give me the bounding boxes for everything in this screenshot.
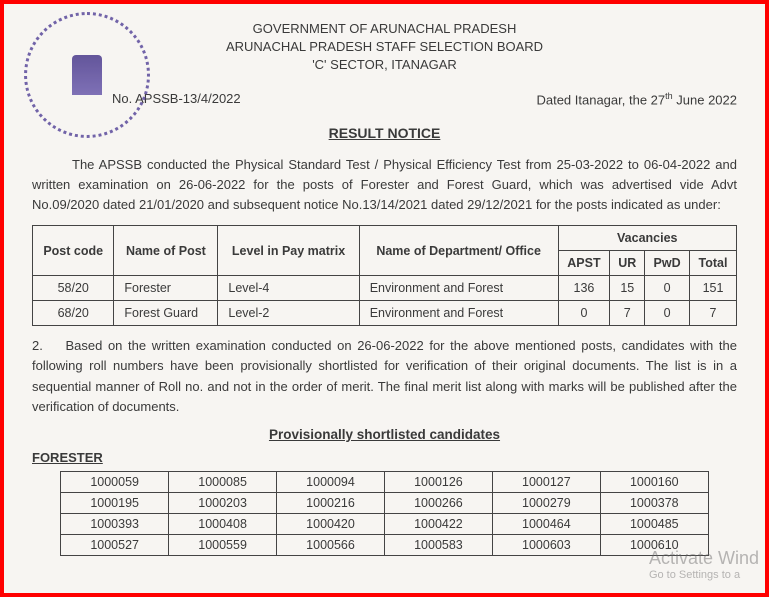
table-row: 68/20 Forest Guard Level-2 Environment a…: [33, 301, 737, 326]
col-name-of-post: Name of Post: [114, 226, 218, 276]
col-post-code: Post code: [33, 226, 114, 276]
issue-date: Dated Itanagar, the 27th June 2022: [536, 91, 737, 107]
roll-row: 1000195 1000203 1000216 1000266 1000279 …: [61, 492, 709, 513]
header-line-1: GOVERNMENT OF ARUNACHAL PRADESH: [32, 20, 737, 38]
paragraph-2: 2. Based on the written examination cond…: [32, 336, 737, 417]
vacancy-table: Post code Name of Post Level in Pay matr…: [32, 225, 737, 326]
col-ur: UR: [610, 251, 645, 276]
document-frame: GOVERNMENT OF ARUNACHAL PRADESH ARUNACHA…: [0, 0, 769, 597]
table-header-row-1: Post code Name of Post Level in Pay matr…: [33, 226, 737, 251]
seal-emblem: [72, 55, 102, 95]
roll-row: 1000527 1000559 1000566 1000583 1000603 …: [61, 534, 709, 555]
roll-row: 1000393 1000408 1000420 1000422 1000464 …: [61, 513, 709, 534]
shortlist-subtitle: Provisionally shortlisted candidates: [32, 427, 737, 442]
document-title: RESULT NOTICE: [32, 125, 737, 141]
col-vacancies: Vacancies: [558, 226, 736, 251]
col-pwd: PwD: [645, 251, 690, 276]
roll-row: 1000059 1000085 1000094 1000126 1000127 …: [61, 471, 709, 492]
post-heading-forester: FORESTER: [32, 450, 737, 465]
table-row: 58/20 Forester Level-4 Environment and F…: [33, 276, 737, 301]
col-total: Total: [690, 251, 737, 276]
roll-number-table: 1000059 1000085 1000094 1000126 1000127 …: [60, 471, 709, 556]
col-apst: APST: [558, 251, 610, 276]
official-seal: [24, 12, 150, 138]
paragraph-1: The APSSB conducted the Physical Standar…: [32, 155, 737, 215]
col-dept: Name of Department/ Office: [359, 226, 558, 276]
col-level: Level in Pay matrix: [218, 226, 359, 276]
